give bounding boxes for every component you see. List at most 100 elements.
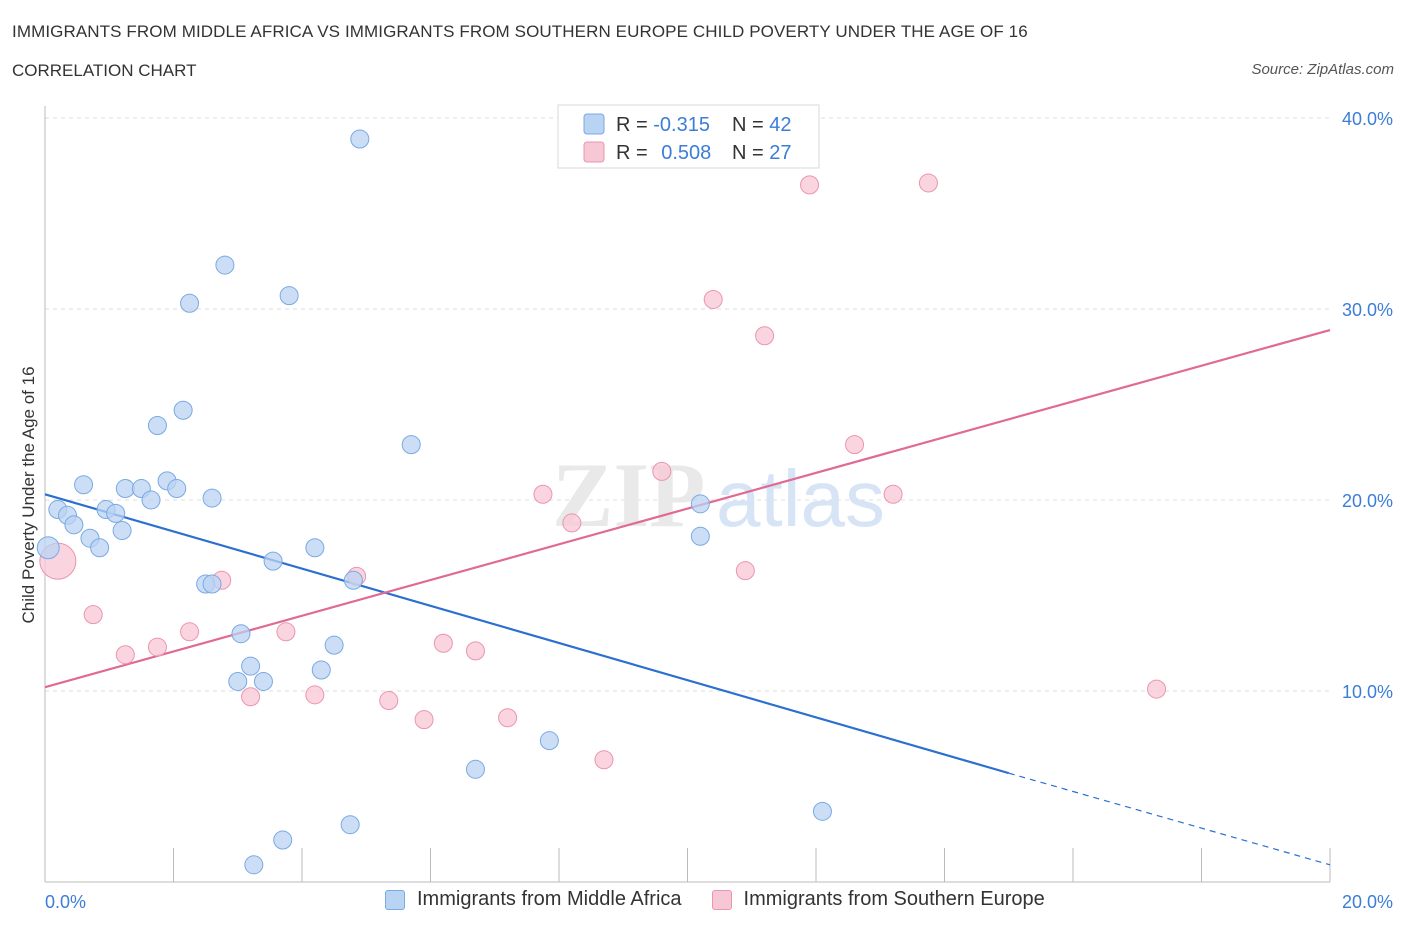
trend-lines bbox=[44, 328, 1331, 866]
point-southern-europe bbox=[652, 461, 672, 481]
point-middle-africa bbox=[173, 400, 193, 420]
legend-r-value-2: 0.508 bbox=[661, 142, 711, 164]
data-points bbox=[36, 129, 1167, 875]
y-axis-label: Child Poverty Under the Age of 16 bbox=[19, 366, 38, 623]
legend-box: R = -0.315 N = 42 R = 0.508 N = 27 bbox=[557, 104, 820, 169]
point-middle-africa bbox=[690, 494, 710, 514]
point-middle-africa bbox=[147, 416, 167, 436]
watermark: ZIP atlas bbox=[552, 444, 885, 546]
point-middle-africa bbox=[350, 129, 370, 149]
point-middle-africa bbox=[36, 536, 60, 560]
point-middle-africa bbox=[253, 671, 273, 691]
svg-text:R = 0.508: R = 0.508 bbox=[616, 142, 711, 164]
point-southern-europe bbox=[1147, 679, 1167, 699]
legend-n-label-2: N = bbox=[732, 142, 769, 164]
point-middle-africa bbox=[141, 490, 161, 510]
grid-lines bbox=[45, 117, 1330, 692]
point-southern-europe bbox=[83, 605, 103, 625]
point-middle-africa bbox=[202, 574, 222, 594]
legend-swatch-pink bbox=[583, 141, 605, 163]
point-middle-africa bbox=[401, 435, 421, 455]
trendline-southern-europe bbox=[44, 328, 1331, 689]
point-southern-europe bbox=[918, 173, 938, 193]
point-middle-africa bbox=[106, 503, 126, 523]
legend-swatch-middle-africa bbox=[385, 889, 405, 910]
point-middle-africa bbox=[263, 551, 283, 571]
point-middle-africa bbox=[64, 515, 84, 535]
point-middle-africa bbox=[273, 830, 293, 850]
legend-n-value-1: 42 bbox=[769, 114, 791, 136]
point-southern-europe bbox=[465, 641, 485, 661]
y-tick-label: 30.0% bbox=[1342, 300, 1393, 320]
legend-r-label-1: R = bbox=[616, 114, 653, 136]
point-southern-europe bbox=[241, 687, 261, 707]
point-middle-africa bbox=[228, 671, 248, 691]
x-tick-label: 20.0% bbox=[1342, 892, 1393, 912]
point-southern-europe bbox=[276, 622, 296, 642]
legend-swatch-southern-europe bbox=[711, 889, 732, 910]
legend-label-southern-europe: Immigrants from Southern Europe bbox=[743, 888, 1045, 910]
point-southern-europe bbox=[433, 633, 453, 653]
point-middle-africa bbox=[343, 570, 363, 590]
point-middle-africa bbox=[90, 538, 110, 558]
point-middle-africa bbox=[112, 521, 132, 541]
point-middle-africa bbox=[812, 801, 832, 821]
legend-swatch-blue bbox=[583, 113, 605, 135]
point-southern-europe bbox=[498, 708, 518, 728]
point-southern-europe bbox=[414, 710, 434, 730]
legend-item-southern-europe: Immigrants from Southern Europe bbox=[711, 888, 1045, 911]
svg-text:N = 27: N = 27 bbox=[732, 142, 792, 164]
legend-r-value-1: -0.315 bbox=[653, 114, 710, 136]
point-southern-europe bbox=[147, 637, 167, 657]
point-middle-africa bbox=[465, 759, 485, 779]
series-legend: Immigrants from Middle Africa Immigrants… bbox=[385, 888, 1075, 911]
point-southern-europe bbox=[800, 175, 820, 195]
legend-label-middle-africa: Immigrants from Middle Africa bbox=[417, 888, 682, 910]
chart-title: IMMIGRANTS FROM MIDDLE AFRICA VS IMMIGRA… bbox=[12, 22, 1028, 41]
point-southern-europe bbox=[703, 289, 723, 309]
svg-text:N = 42: N = 42 bbox=[732, 114, 792, 136]
trendline-middle-africa bbox=[44, 493, 1010, 775]
point-southern-europe bbox=[755, 326, 775, 346]
point-southern-europe bbox=[845, 435, 865, 455]
point-middle-africa bbox=[539, 731, 559, 751]
svg-text:R = -0.315: R = -0.315 bbox=[616, 114, 710, 136]
watermark-atlas: atlas bbox=[716, 454, 885, 543]
point-middle-africa bbox=[241, 656, 261, 676]
source-credit: Source: ZipAtlas.com bbox=[1251, 61, 1394, 78]
legend-r-label-2: R = bbox=[616, 142, 653, 164]
point-middle-africa bbox=[340, 815, 360, 835]
point-southern-europe bbox=[735, 561, 755, 581]
x-tick-label: 0.0% bbox=[45, 892, 86, 912]
point-middle-africa bbox=[167, 479, 187, 499]
point-middle-africa bbox=[690, 526, 710, 546]
point-middle-africa bbox=[215, 255, 235, 275]
tick-labels: 10.0% 20.0% 30.0% 40.0% 0.0% 20.0% bbox=[45, 109, 1393, 912]
point-middle-africa bbox=[74, 475, 94, 495]
point-middle-africa bbox=[279, 286, 299, 306]
chart-subtitle: CORRELATION CHART bbox=[12, 61, 197, 80]
trendline-middle-africa-extension bbox=[1008, 772, 1331, 866]
point-middle-africa bbox=[311, 660, 331, 680]
legend-n-label-1: N = bbox=[732, 114, 769, 136]
point-middle-africa bbox=[244, 855, 264, 875]
point-southern-europe bbox=[562, 513, 582, 533]
point-southern-europe bbox=[883, 484, 903, 504]
point-southern-europe bbox=[594, 750, 614, 770]
point-middle-africa bbox=[305, 538, 325, 558]
y-tick-label: 20.0% bbox=[1342, 491, 1393, 511]
point-middle-africa bbox=[202, 488, 222, 508]
point-southern-europe bbox=[533, 484, 553, 504]
point-southern-europe bbox=[305, 685, 325, 705]
point-southern-europe bbox=[180, 622, 200, 642]
point-middle-africa bbox=[180, 293, 200, 313]
legend-item-middle-africa: Immigrants from Middle Africa bbox=[385, 888, 682, 911]
legend-n-value-2: 27 bbox=[769, 142, 791, 164]
axes bbox=[44, 106, 1331, 883]
point-southern-europe bbox=[115, 645, 135, 665]
y-tick-label: 40.0% bbox=[1342, 109, 1393, 129]
y-tick-label: 10.0% bbox=[1342, 682, 1393, 702]
point-middle-africa bbox=[115, 479, 135, 499]
point-southern-europe bbox=[379, 691, 399, 711]
